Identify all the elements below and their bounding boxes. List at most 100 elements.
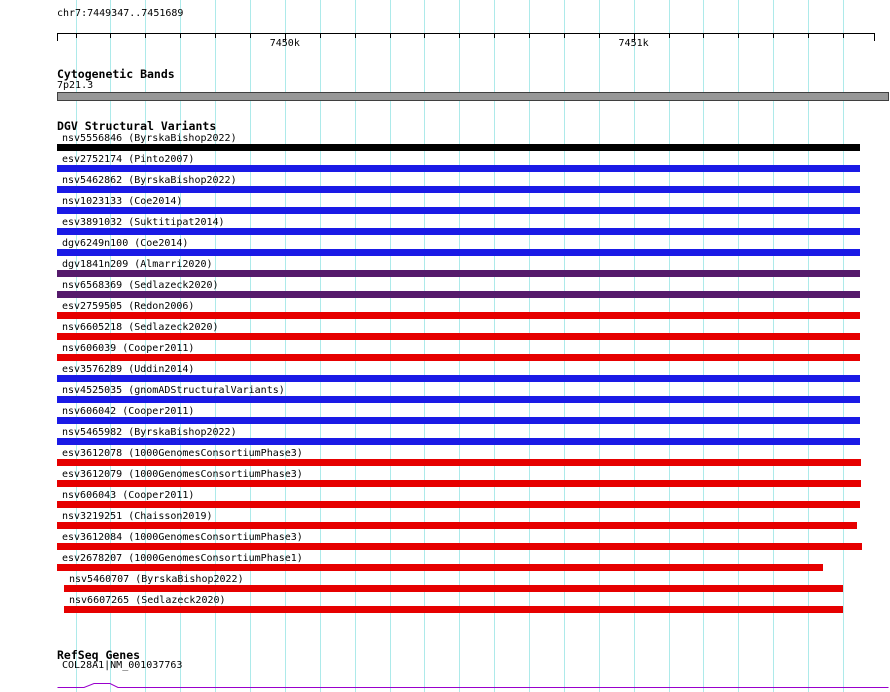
ruler-tick xyxy=(354,34,356,38)
variant-bar[interactable] xyxy=(57,375,860,382)
gridline xyxy=(843,0,844,692)
variant-bar[interactable] xyxy=(57,522,857,529)
variant-bar[interactable] xyxy=(64,606,843,613)
variant-bar[interactable] xyxy=(57,396,860,403)
ruler-tick xyxy=(145,34,147,38)
variant-label[interactable]: nsv6607265 (Sedlazeck2020) xyxy=(69,595,226,606)
ruler-tick xyxy=(424,34,426,38)
gridline xyxy=(284,0,286,692)
variant-bar[interactable] xyxy=(57,165,860,172)
refseq-gene-path xyxy=(57,683,889,688)
gridline xyxy=(668,0,670,692)
gridline xyxy=(808,0,810,692)
ruler-tick xyxy=(808,34,810,38)
variant-label[interactable]: esv2759505 (Redon2006) xyxy=(62,301,195,312)
variant-label[interactable]: nsv606039 (Cooper2011) xyxy=(62,343,195,354)
ruler-tick xyxy=(668,34,670,38)
ruler-tick xyxy=(284,34,286,41)
variant-label[interactable]: nsv3219251 (Chaisson2019) xyxy=(62,511,213,522)
variant-label[interactable]: nsv1023133 (Coe2014) xyxy=(62,196,183,207)
ruler-tick xyxy=(494,34,496,38)
ruler-tick xyxy=(180,34,182,38)
variant-bar[interactable] xyxy=(57,249,860,256)
ruler-tick xyxy=(703,34,705,38)
variant-label[interactable]: nsv5460707 (ByrskaBishop2022) xyxy=(69,574,244,585)
gridline xyxy=(424,0,426,692)
variant-label[interactable]: esv3576289 (Uddin2014) xyxy=(62,364,195,375)
variant-label[interactable]: nsv4525035 (gnomADStructuralVariants) xyxy=(62,385,285,396)
gridline xyxy=(738,0,740,692)
ruler-tick xyxy=(57,34,58,41)
variant-label[interactable]: nsv6568369 (Sedlazeck2020) xyxy=(62,280,219,291)
track-title-cytogenetic-bands: Cytogenetic Bands xyxy=(57,67,175,81)
ruler-tick xyxy=(738,34,740,38)
refseq-gene-label[interactable]: COL28A1|NM_001037763 xyxy=(62,660,183,671)
ruler-tick xyxy=(529,34,530,38)
variant-bar[interactable] xyxy=(57,564,823,571)
gridline xyxy=(459,0,461,692)
variant-bar[interactable] xyxy=(57,459,861,466)
gridline xyxy=(319,0,321,692)
variant-bar[interactable] xyxy=(57,480,861,487)
track-title-refseq-genes: RefSeq Genes xyxy=(57,648,141,662)
variant-bar[interactable] xyxy=(57,291,860,298)
cytoband-bar[interactable] xyxy=(57,92,889,101)
variant-label[interactable]: esv3891032 (Suktitipat2014) xyxy=(62,217,225,228)
ruler-tick xyxy=(249,34,251,38)
ruler-tick-label: 7450k xyxy=(269,38,300,49)
variant-bar[interactable] xyxy=(57,543,862,550)
ruler-tick xyxy=(874,34,875,41)
variant-label[interactable]: nsv5556846 (ByrskaBishop2022) xyxy=(62,133,237,144)
gridline xyxy=(249,0,251,692)
variant-bar[interactable] xyxy=(57,228,860,235)
gridline xyxy=(110,0,112,692)
ruler-tick xyxy=(389,34,391,38)
ruler-tick xyxy=(598,34,600,38)
ruler-tick xyxy=(773,34,775,38)
gridline xyxy=(180,0,182,692)
variant-label[interactable]: esv3612084 (1000GenomesConsortiumPhase3) xyxy=(62,532,303,543)
variant-label[interactable]: nsv606043 (Cooper2011) xyxy=(62,490,195,501)
gridline xyxy=(633,0,635,692)
variant-label[interactable]: dgv6249n100 (Coe2014) xyxy=(62,238,189,249)
track-title-dgv-structural-variants: DGV Structural Variants xyxy=(57,119,217,133)
ruler-line xyxy=(57,33,875,34)
variant-bar[interactable] xyxy=(57,207,860,214)
gridline xyxy=(494,0,496,692)
variant-label[interactable]: esv2678207 (1000GenomesConsortiumPhase1) xyxy=(62,553,303,564)
variant-bar[interactable] xyxy=(57,417,860,424)
variant-bar[interactable] xyxy=(57,312,860,319)
gridline xyxy=(389,0,391,692)
cytoband-label: 7p21.3 xyxy=(57,80,94,91)
variant-label[interactable]: esv2752174 (Pinto2007) xyxy=(62,154,195,165)
variant-bar[interactable] xyxy=(57,354,860,361)
ruler-tick xyxy=(459,34,461,38)
variant-label[interactable]: nsv5462862 (ByrskaBishop2022) xyxy=(62,175,237,186)
variant-label[interactable]: esv3612079 (1000GenomesConsortiumPhase3) xyxy=(62,469,303,480)
variant-label[interactable]: nsv606042 (Cooper2011) xyxy=(62,406,195,417)
ruler-tick xyxy=(319,34,321,38)
variant-bar[interactable] xyxy=(57,270,860,277)
variant-label[interactable]: nsv6605218 (Sedlazeck2020) xyxy=(62,322,219,333)
variant-label[interactable]: dgv1841n209 (Almarri2020) xyxy=(62,259,213,270)
variant-label[interactable]: nsv5465982 (ByrskaBishop2022) xyxy=(62,427,237,438)
variant-bar[interactable] xyxy=(57,438,860,445)
variant-bar[interactable] xyxy=(57,144,860,151)
region-coordinates: chr7:7449347..7451689 xyxy=(57,8,184,19)
ruler-tick xyxy=(843,34,844,38)
variant-bar[interactable] xyxy=(57,333,860,340)
ruler-tick xyxy=(75,34,77,38)
gridline xyxy=(145,0,147,692)
variant-label[interactable]: esv3612078 (1000GenomesConsortiumPhase3) xyxy=(62,448,303,459)
ruler-tick xyxy=(215,34,216,38)
gridline xyxy=(215,0,216,692)
variant-bar[interactable] xyxy=(57,501,860,508)
gridline xyxy=(773,0,775,692)
gridline xyxy=(563,0,565,692)
gridline xyxy=(598,0,600,692)
gridline xyxy=(75,0,77,692)
variant-bar[interactable] xyxy=(64,585,843,592)
variant-bar[interactable] xyxy=(57,186,860,193)
refseq-gene-glyph[interactable] xyxy=(0,678,890,692)
